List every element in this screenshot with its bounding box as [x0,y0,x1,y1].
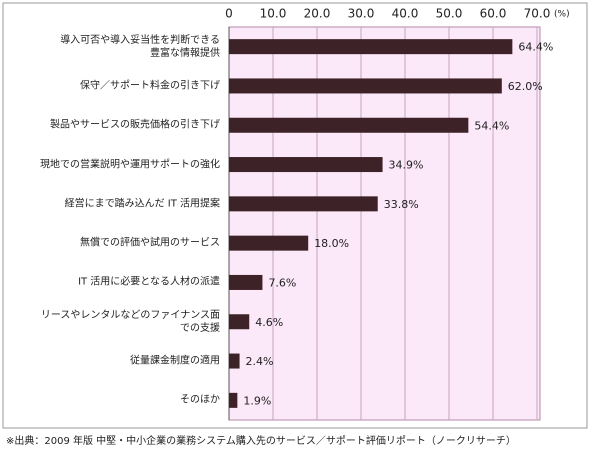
frame [2,2,588,429]
category-label: リースやレンタルなどのファイナンス面 での支援 [40,309,220,334]
value-label: 54.4% [474,119,509,132]
x-tick-label: 20.0 [304,7,331,21]
bar [229,235,309,251]
bar [229,157,383,173]
category-label: 現地での営業説明や運用サポートの強化 [40,159,220,171]
value-label: 1.9% [243,394,271,407]
category-label: 導入可否や導入妥当性を判断できる 豊富な情報提供 [60,34,220,59]
x-tick-label: 50.0 [436,7,463,21]
x-tick-label: 60.0 [480,7,507,21]
bar [229,274,263,290]
value-label: 18.0% [314,237,349,250]
category-label: 保守／サポート料金の引き下げ [80,80,220,92]
bar [229,353,240,369]
x-tick-label: 70.0 [524,7,551,21]
source-note: ※出典：2009 年版 中堅・中小企業の業務システム購入先のサービス／サポート評… [6,436,516,447]
value-label: 4.6% [255,316,283,329]
bar [229,78,502,94]
bar [229,392,238,408]
bar [229,314,250,330]
value-label: 64.4% [518,41,553,54]
x-tick-label: 10.0 [260,7,287,21]
category-label: 従量課金制度の適用 [130,355,220,367]
value-label: 34.9% [389,159,424,172]
value-label: 2.4% [246,355,274,368]
bar [229,196,378,212]
x-tick-label: 30.0 [348,7,375,21]
bar [229,117,469,133]
axis-unit: (%) [554,10,570,20]
category-label: そのほか [180,394,220,406]
x-tick-label: 40.0 [392,7,419,21]
value-label: 33.8% [384,198,419,211]
category-label: IT 活用に必要となる人材の派遣 [78,276,220,288]
category-label: 無償での評価や試用のサービス [80,237,220,249]
category-label: 製品やサービスの販売価格の引き下げ [50,119,220,131]
value-label: 62.0% [508,80,543,93]
value-label: 7.6% [268,276,296,289]
bar [229,39,513,55]
x-tick-label: 0 [225,7,233,21]
category-label: 経営にまで踏み込んだ IT 活用提案 [64,198,220,210]
